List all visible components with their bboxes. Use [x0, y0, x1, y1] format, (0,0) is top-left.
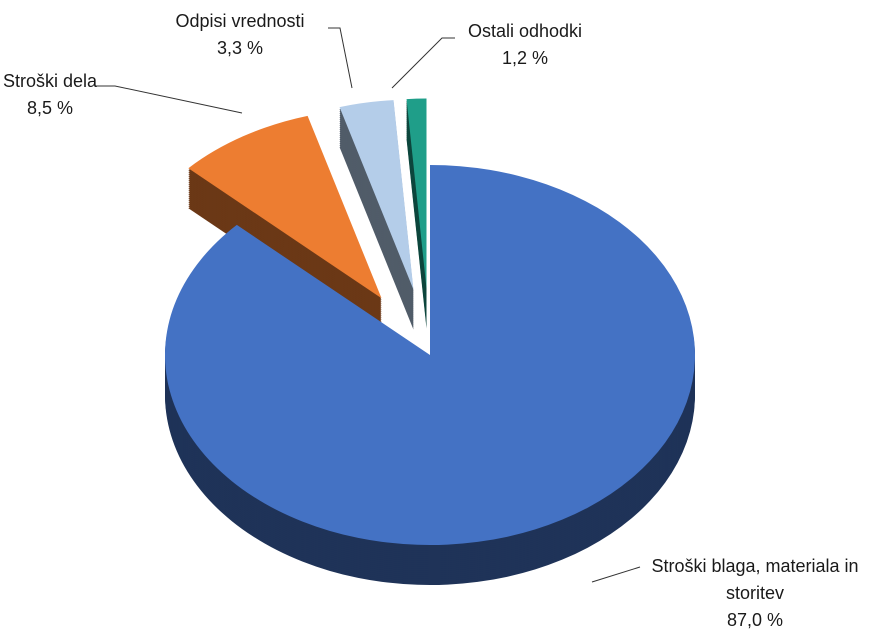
category-label: Odpisi vrednosti [175, 11, 305, 31]
category-label: Ostali odhodki [467, 21, 583, 41]
category-label: Stroški blaga, materiala in storitev [651, 556, 859, 603]
slice [339, 100, 414, 290]
leader-line [591, 566, 641, 583]
leader-line [391, 37, 455, 89]
leader-line [95, 85, 243, 114]
slice [188, 115, 382, 299]
leader-line [328, 27, 353, 89]
data-label: Odpisi vrednosti 3,3 % [150, 8, 330, 62]
category-label: Stroški dela [2, 71, 98, 91]
slice [164, 165, 695, 545]
value-label: 8,5 % [26, 98, 74, 118]
value-label: 1,2 % [501, 48, 549, 68]
slices [164, 98, 696, 585]
value-label: 87,0 % [726, 610, 784, 630]
data-label: Ostali odhodki 1,2 % [450, 18, 600, 72]
slice [406, 98, 427, 289]
data-label: Stroški blaga, materiala in storitev 87,… [635, 553, 871, 633]
data-label: Stroški dela 8,5 % [0, 68, 100, 122]
value-label: 3,3 % [216, 38, 264, 58]
